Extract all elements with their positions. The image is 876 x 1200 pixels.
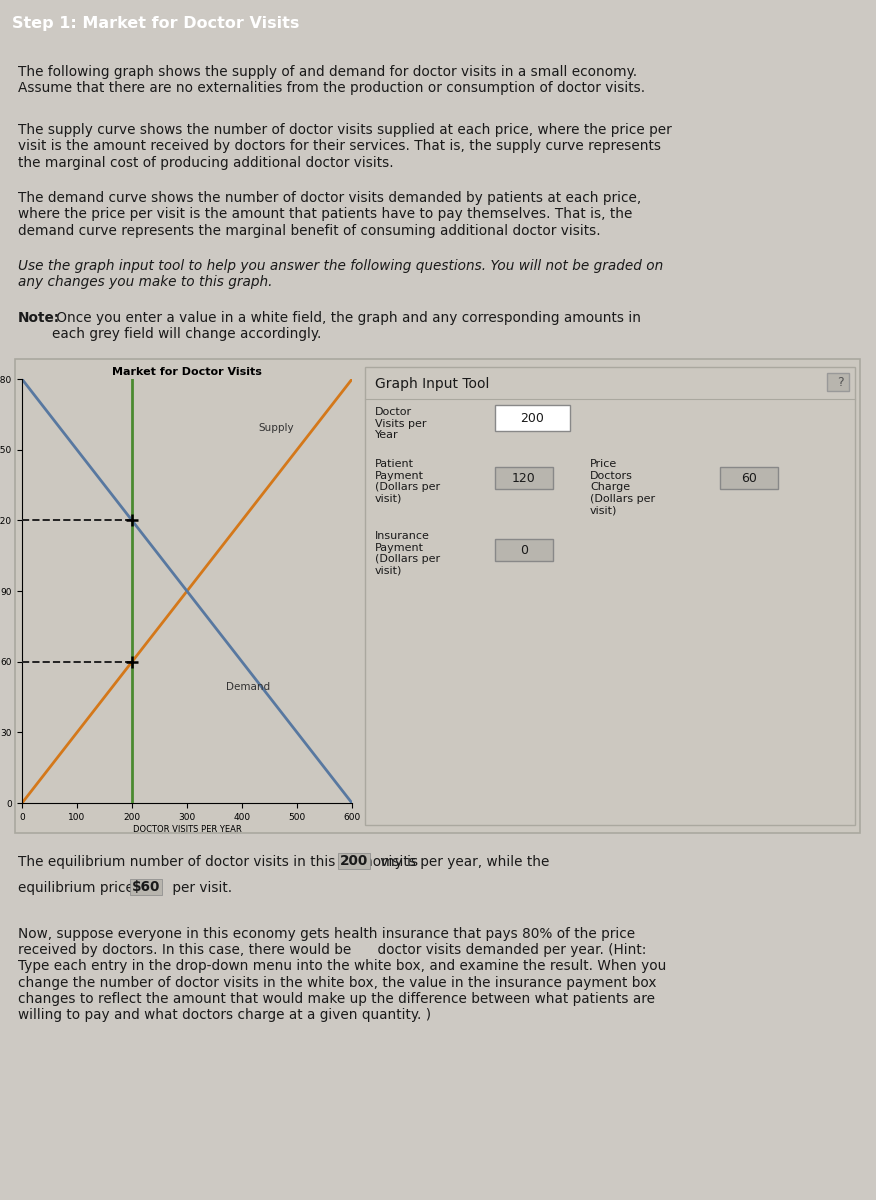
Text: per visit.: per visit. (168, 881, 232, 895)
Text: Now, suppose everyone in this economy gets health insurance that pays 80% of the: Now, suppose everyone in this economy ge… (18, 928, 667, 1022)
Text: The supply curve shows the number of doctor visits supplied at each price, where: The supply curve shows the number of doc… (18, 124, 672, 169)
Text: Patient
Payment
(Dollars per
visit): Patient Payment (Dollars per visit) (375, 460, 440, 504)
Title: Market for Doctor Visits: Market for Doctor Visits (112, 367, 262, 377)
Text: The equilibrium number of doctor visits in this economy is: The equilibrium number of doctor visits … (18, 856, 422, 869)
Text: Supply: Supply (258, 422, 294, 433)
Text: ?: ? (837, 376, 844, 389)
Text: Price
Doctors
Charge
(Dollars per
visit): Price Doctors Charge (Dollars per visit) (590, 460, 655, 516)
Text: Note:: Note: (18, 311, 60, 325)
Text: visits per year, while the: visits per year, while the (376, 856, 549, 869)
Text: Insurance
Payment
(Dollars per
visit): Insurance Payment (Dollars per visit) (375, 532, 440, 576)
Text: Doctor
Visits per
Year: Doctor Visits per Year (375, 407, 427, 440)
Text: Demand: Demand (225, 682, 270, 692)
X-axis label: DOCTOR VISITS PER YEAR: DOCTOR VISITS PER YEAR (132, 824, 242, 834)
Text: $60: $60 (132, 880, 160, 894)
Text: The following graph shows the supply of and demand for doctor visits in a small : The following graph shows the supply of … (18, 65, 645, 95)
Text: 0: 0 (520, 544, 528, 557)
Text: Graph Input Tool: Graph Input Tool (375, 377, 490, 391)
Bar (365, 367, 855, 826)
Bar (827, 373, 849, 391)
Bar (720, 467, 778, 490)
Bar (131, 880, 162, 895)
Text: 120: 120 (512, 472, 536, 485)
Bar (495, 406, 570, 431)
Bar (15, 359, 860, 833)
Text: Use the graph input tool to help you answer the following questions. You will no: Use the graph input tool to help you ans… (18, 259, 663, 289)
Text: The demand curve shows the number of doctor visits demanded by patients at each : The demand curve shows the number of doc… (18, 191, 641, 238)
Bar (495, 539, 553, 562)
Text: 200: 200 (339, 854, 368, 868)
Text: Once you enter a value in a white field, the graph and any corresponding amounts: Once you enter a value in a white field,… (52, 311, 641, 341)
Text: Step 1: Market for Doctor Visits: Step 1: Market for Doctor Visits (12, 17, 300, 31)
Text: 60: 60 (741, 472, 757, 485)
Text: 200: 200 (520, 412, 545, 425)
Bar (495, 467, 553, 490)
Bar (337, 853, 370, 869)
Text: equilibrium price is: equilibrium price is (18, 881, 153, 895)
